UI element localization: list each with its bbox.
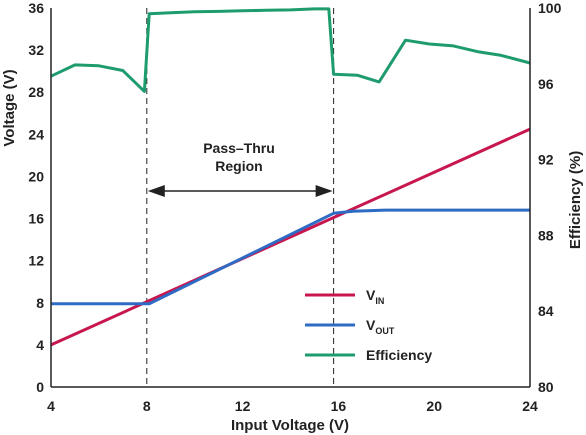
series-line-efficiency xyxy=(50,7,531,93)
y-tick-label-6: 24 xyxy=(28,126,44,142)
series-line-vout xyxy=(51,208,530,306)
y2-axis-label: Efficiency (%) xyxy=(567,151,584,249)
legend-label-efficiency: Efficiency xyxy=(366,347,432,363)
x-tick-label-4: 20 xyxy=(426,398,442,414)
y-tick-label-8: 32 xyxy=(28,42,44,58)
legend-label-vout-sub: OUT xyxy=(375,326,395,336)
pass-thru-annotation xyxy=(146,8,335,387)
y-tick-label-7: 28 xyxy=(28,84,44,100)
y2-tick-label-4: 96 xyxy=(538,76,554,92)
series-line-vin xyxy=(50,127,531,347)
annotation-line1: Pass–Thru xyxy=(203,140,275,156)
region-arrow-left-head xyxy=(147,185,165,197)
y-tick-label-9: 36 xyxy=(28,0,44,16)
x-tick-label-1: 8 xyxy=(143,398,151,414)
x-tick-label-5: 24 xyxy=(522,398,538,414)
legend-label-vout: VOUT xyxy=(366,317,395,336)
y-tick-label-0: 0 xyxy=(36,379,44,395)
y2-tick-label-3: 92 xyxy=(538,152,554,168)
x-tick-label-0: 4 xyxy=(47,398,55,414)
x-tick-label-3: 16 xyxy=(331,398,347,414)
legend-label-vout-main: V xyxy=(366,317,376,333)
y2-tick-label-5: 100 xyxy=(538,0,562,16)
x-axis-label: Input Voltage (V) xyxy=(231,417,349,434)
legend-label-vin-sub: IN xyxy=(375,296,384,306)
y2-tick-label-0: 80 xyxy=(538,379,554,395)
y-tick-label-4: 16 xyxy=(28,211,44,227)
y-tick-label-5: 20 xyxy=(28,168,44,184)
x-tick-label-2: 12 xyxy=(235,398,251,414)
legend: VIN VOUT Efficiency xyxy=(305,287,432,363)
legend-label-vin: VIN xyxy=(366,287,384,306)
annotation-line2: Region xyxy=(215,158,262,174)
y-tick-label-1: 4 xyxy=(36,337,44,353)
y2-tick-label-1: 84 xyxy=(538,303,554,319)
axes xyxy=(50,8,531,388)
y-tick-label-3: 12 xyxy=(28,253,44,269)
legend-label-vin-main: V xyxy=(366,287,376,303)
y-tick-label-2: 8 xyxy=(36,295,44,311)
region-arrow-right-head xyxy=(315,185,333,197)
y2-tick-label-2: 88 xyxy=(538,227,554,243)
y-axis-label: Voltage (V) xyxy=(1,69,18,146)
series-lines xyxy=(50,7,531,347)
